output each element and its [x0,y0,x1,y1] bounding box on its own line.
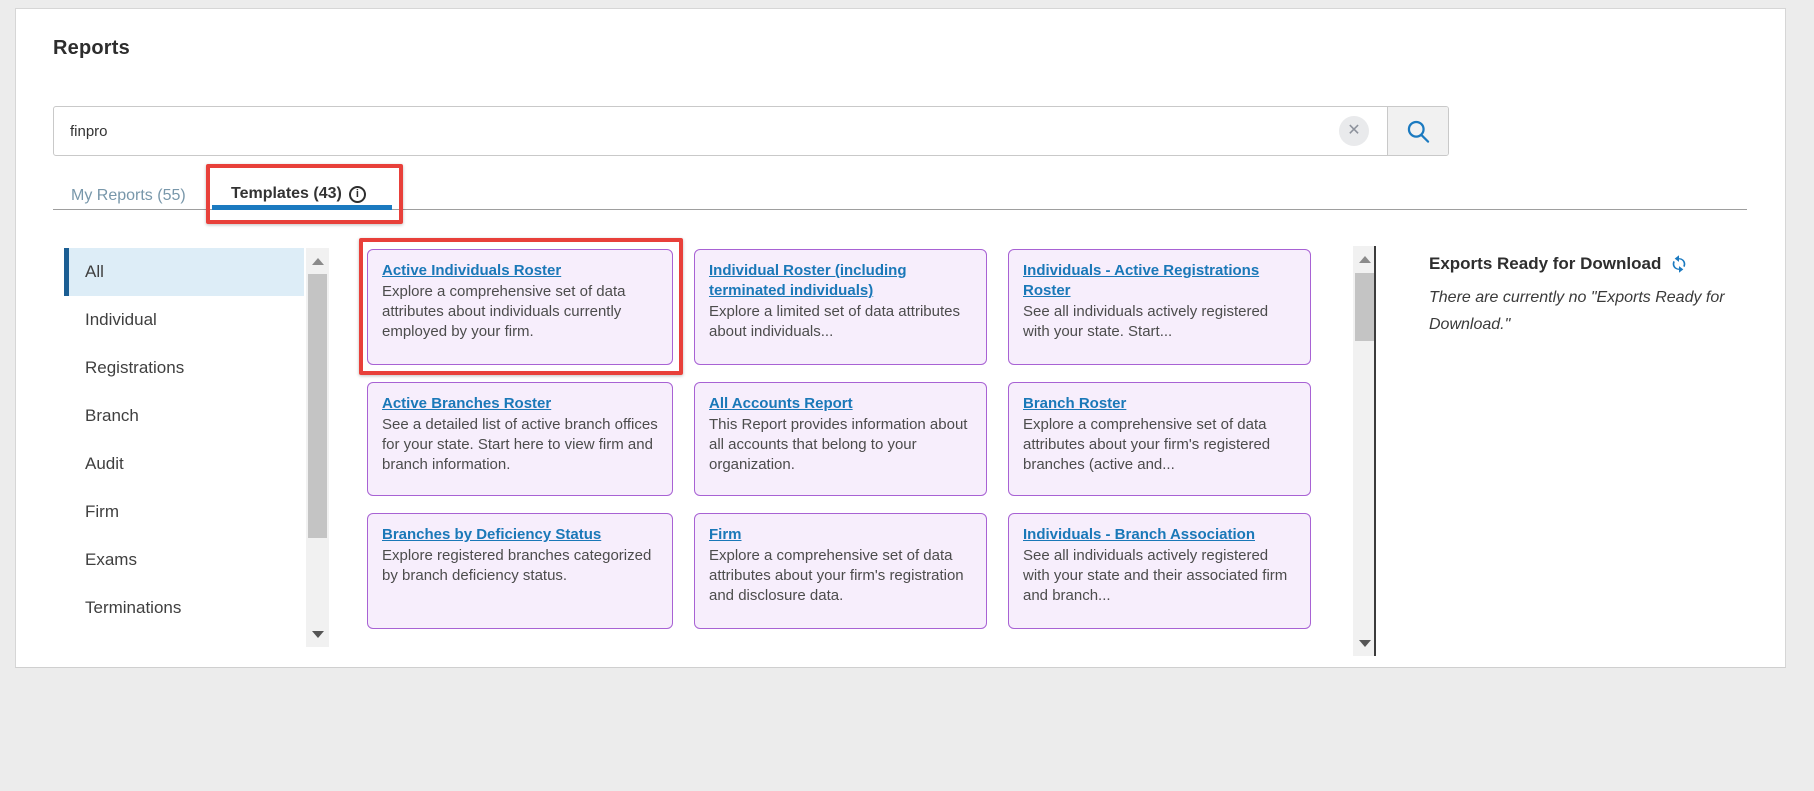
card-link-active-branches-roster[interactable]: Active Branches Roster [382,395,552,412]
sidebar-item-audit[interactable]: Audit [85,454,124,473]
tab-templates-label: Templates (43) [231,185,342,202]
card-link-all-accounts-report[interactable]: All Accounts Report [709,395,853,412]
refresh-button[interactable] [1669,254,1689,274]
card-description: This Report provides information about a… [709,416,968,473]
exports-ready-heading: Exports Ready for Download [1429,254,1689,274]
card-active-branches-roster: Active Branches Roster See a detailed li… [367,382,673,496]
card-link-branches-by-deficiency-status[interactable]: Branches by Deficiency Status [382,526,602,543]
refresh-icon [1669,254,1689,274]
card-description: See a detailed list of active branch off… [382,416,658,473]
scroll-up-icon[interactable] [306,252,329,270]
search-button[interactable] [1387,107,1448,155]
page-title: Reports [53,37,130,59]
sidebar-item-exams[interactable]: Exams [85,550,137,569]
card-description: See all individuals actively registered … [1023,303,1269,340]
cards-scrollbar-thumb[interactable] [1355,273,1374,341]
card-active-individuals-roster: Active Individuals Roster Explore a comp… [367,249,673,365]
template-cards-grid: Active Individuals Roster Explore a comp… [367,249,1311,629]
card-link-individuals-branch-association[interactable]: Individuals - Branch Association [1023,526,1255,543]
sidebar-item-terminations[interactable]: Terminations [85,598,182,617]
card-individual-roster: Individual Roster (including terminated … [694,249,987,365]
card-all-accounts-report: All Accounts Report This Report provides… [694,382,987,496]
card-description: Explore a comprehensive set of data attr… [709,547,964,604]
scroll-down-icon[interactable] [306,625,329,643]
category-sidebar: All Individual Registrations Branch Audi… [64,248,304,632]
card-link-branch-roster[interactable]: Branch Roster [1023,395,1127,412]
tab-templates[interactable]: Templates (43) i [231,185,366,203]
cards-scrollbar[interactable] [1353,246,1376,656]
search-box: ✕ [53,106,1449,156]
card-description: Explore a limited set of data attributes… [709,303,960,340]
clear-search-button[interactable]: ✕ [1339,116,1369,146]
card-individuals-active-registrations: Individuals - Active Registrations Roste… [1008,249,1311,365]
info-icon[interactable]: i [348,185,366,203]
scroll-down-icon[interactable] [1353,634,1376,652]
card-link-individuals-active-registrations[interactable]: Individuals - Active Registrations Roste… [1023,262,1260,299]
sidebar-item-all[interactable]: All [64,248,304,296]
card-branch-roster: Branch Roster Explore a comprehensive se… [1008,382,1311,496]
search-input[interactable] [54,107,1339,155]
tabs-divider [53,209,1747,210]
search-icon [1405,118,1432,145]
close-icon: ✕ [1347,122,1361,139]
card-link-active-individuals-roster[interactable]: Active Individuals Roster [382,262,562,279]
card-description: See all individuals actively registered … [1023,547,1288,604]
sidebar-scrollbar[interactable] [306,248,329,647]
reports-panel: Reports ✕ My Reports (55) Templates (43)… [15,8,1786,668]
sidebar-item-firm[interactable]: Firm [85,502,119,521]
card-link-individual-roster[interactable]: Individual Roster (including terminated … [709,262,907,299]
sidebar-item-registrations[interactable]: Registrations [85,358,185,377]
card-description: Explore a comprehensive set of data attr… [382,283,626,340]
sidebar-scrollbar-thumb[interactable] [308,274,327,538]
card-description: Explore registered branches categorized … [382,547,652,584]
sidebar-item-individual[interactable]: Individual [85,310,157,329]
exports-ready-title: Exports Ready for Download [1429,254,1662,273]
card-link-firm[interactable]: Firm [709,526,742,543]
card-firm: Firm Explore a comprehensive set of data… [694,513,987,629]
exports-empty-message: There are currently no "Exports Ready fo… [1429,289,1725,333]
tab-my-reports[interactable]: My Reports (55) [71,187,186,204]
card-branches-by-deficiency-status: Branches by Deficiency Status Explore re… [367,513,673,629]
active-tab-indicator [212,205,392,210]
scroll-up-icon[interactable] [1353,250,1376,268]
sidebar-item-branch[interactable]: Branch [85,406,139,425]
card-description: Explore a comprehensive set of data attr… [1023,416,1271,473]
card-individuals-branch-association: Individuals - Branch Association See all… [1008,513,1311,629]
